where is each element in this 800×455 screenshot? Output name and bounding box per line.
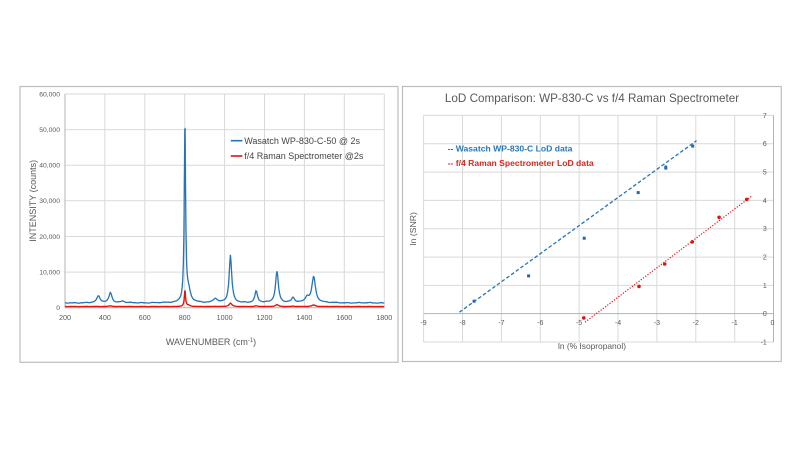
svg-text:30,000: 30,000 xyxy=(39,198,60,205)
svg-text:1: 1 xyxy=(763,283,767,290)
svg-text:INTENSITY (counts): INTENSITY (counts) xyxy=(28,160,38,242)
svg-text:1600: 1600 xyxy=(336,313,352,322)
svg-text:5: 5 xyxy=(763,170,767,177)
svg-text:-- Wasatch WP-830-C LoD data: -- Wasatch WP-830-C LoD data xyxy=(448,144,573,154)
svg-text:4: 4 xyxy=(763,198,767,205)
svg-text:7: 7 xyxy=(763,113,767,120)
svg-text:WAVENUMBER (cm-1): WAVENUMBER (cm-1) xyxy=(166,337,256,347)
svg-text:-3: -3 xyxy=(654,320,660,327)
svg-text:3: 3 xyxy=(763,226,767,233)
svg-text:-7: -7 xyxy=(498,320,504,327)
svg-text:-1: -1 xyxy=(732,320,738,327)
svg-text:6: 6 xyxy=(763,141,767,148)
svg-text:ln (% Isopropanol): ln (% Isopropanol) xyxy=(558,341,626,351)
svg-text:20,000: 20,000 xyxy=(39,234,60,241)
svg-text:200: 200 xyxy=(59,313,71,322)
svg-text:10,000: 10,000 xyxy=(39,270,60,277)
svg-text:ln (SNR): ln (SNR) xyxy=(408,212,418,245)
svg-text:1800: 1800 xyxy=(376,313,392,322)
svg-text:0: 0 xyxy=(763,311,767,318)
svg-text:-6: -6 xyxy=(537,320,543,327)
svg-text:50,000: 50,000 xyxy=(39,127,60,134)
svg-text:-8: -8 xyxy=(459,320,465,327)
svg-text:-5: -5 xyxy=(576,320,582,327)
svg-text:800: 800 xyxy=(179,313,191,322)
svg-text:Wasatch WP-830-C-50 @ 2s: Wasatch WP-830-C-50 @ 2s xyxy=(244,136,360,146)
svg-text:1000: 1000 xyxy=(217,313,233,322)
svg-text:2: 2 xyxy=(763,255,767,262)
svg-text:60,000: 60,000 xyxy=(39,91,60,98)
svg-text:400: 400 xyxy=(99,313,111,322)
svg-text:40,000: 40,000 xyxy=(39,163,60,170)
svg-text:-2: -2 xyxy=(693,320,699,327)
svg-text:1400: 1400 xyxy=(296,313,312,322)
svg-text:-9: -9 xyxy=(420,320,426,327)
svg-text:600: 600 xyxy=(139,313,151,322)
svg-text:0: 0 xyxy=(56,305,60,312)
svg-text:0: 0 xyxy=(771,320,775,327)
svg-text:f/4 Raman Spectrometer @2s: f/4 Raman Spectrometer @2s xyxy=(244,151,364,161)
svg-text:-1: -1 xyxy=(761,339,767,346)
svg-text:-- f/4 Raman Spectrometer LoD: -- f/4 Raman Spectrometer LoD data xyxy=(448,158,594,168)
svg-text:LoD Comparison: WP-830-C vs f/: LoD Comparison: WP-830-C vs f/4 Raman Sp… xyxy=(445,92,739,105)
svg-text:-4: -4 xyxy=(615,320,621,327)
svg-text:1200: 1200 xyxy=(257,313,273,322)
